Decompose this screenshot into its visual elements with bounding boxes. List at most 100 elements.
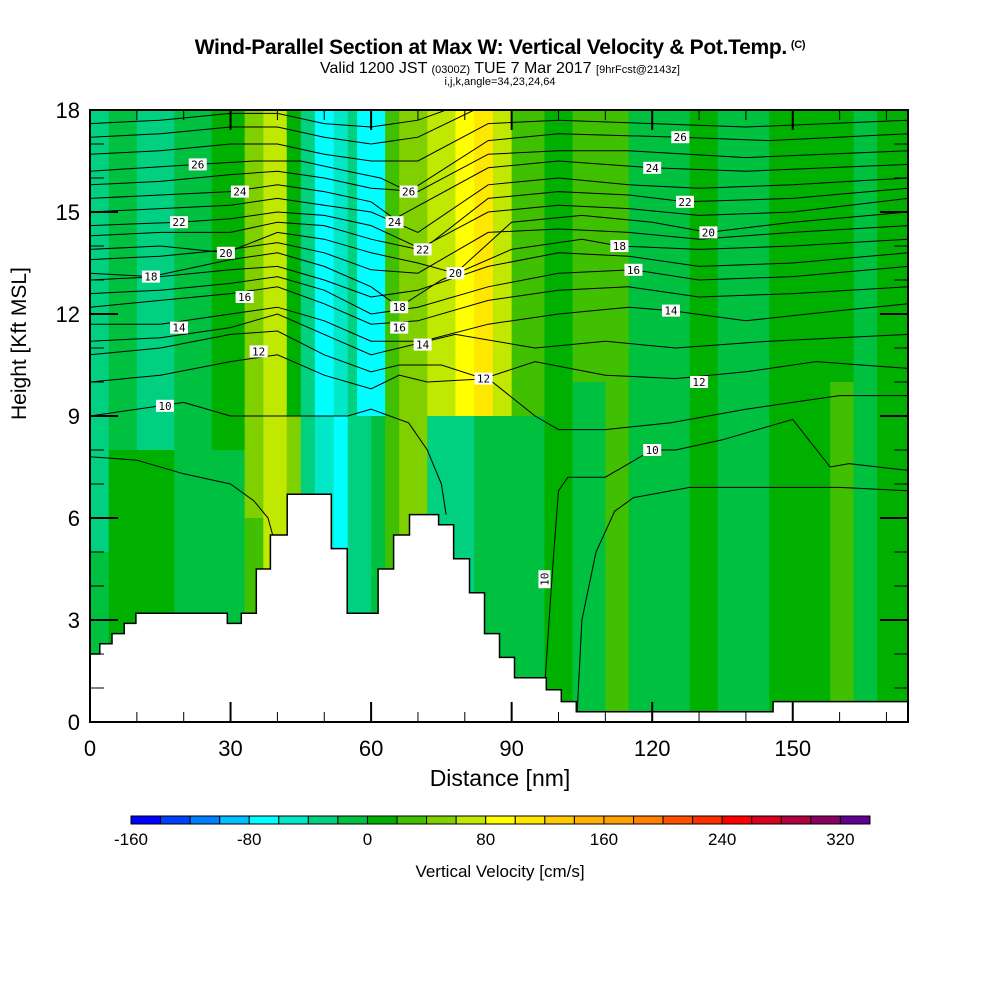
colorbar: -160 -80 0 80 160 240 320 (114, 815, 871, 849)
contour-label-text: 16 (393, 322, 406, 335)
contour-label: 18 (390, 301, 409, 314)
contour-label: 12 (249, 345, 268, 358)
valid-utc: (0300Z) (431, 64, 471, 76)
contour-label: 16 (624, 263, 643, 277)
contour-label: 22 (170, 216, 189, 229)
contour-label-text: 22 (172, 216, 185, 229)
contour-label: 24 (643, 161, 662, 175)
contour-label-text: 26 (191, 158, 204, 171)
contour-label-text: 22 (416, 243, 429, 256)
velocity-cell (455, 110, 475, 416)
velocity-cell (474, 110, 494, 416)
contour-label-text: 24 (233, 186, 247, 199)
colorbar-swatch (307, 815, 339, 825)
contour-label-box (249, 345, 268, 358)
contour-label-box (155, 399, 174, 412)
velocity-cell (90, 110, 110, 552)
colorbar-swatch (396, 815, 428, 825)
y-tick-label: 12 (56, 302, 80, 327)
theta-contour-line (90, 110, 475, 145)
velocity-cell (314, 110, 335, 416)
contour-label-box (216, 246, 235, 259)
contour-label-text: 26 (402, 186, 415, 199)
colorbar-swatch (633, 815, 664, 825)
contour-label-box (661, 304, 680, 317)
theta-contour-line (576, 486, 908, 712)
velocity-cell (830, 110, 855, 382)
theta-contour-line (90, 133, 908, 193)
colorbar-swatch (160, 815, 191, 825)
x-tick-label: 0 (84, 736, 96, 761)
contour-label-box (170, 216, 189, 229)
velocity-cell (511, 416, 546, 722)
contour-label-text: 20 (449, 267, 462, 280)
contour-label-box (643, 161, 662, 174)
velocity-cell (333, 110, 349, 416)
contour-label-box (188, 158, 207, 171)
contour-label-box (538, 570, 551, 589)
contour-label-text: 12 (252, 345, 265, 358)
contour-label: 26 (188, 158, 207, 171)
colorbar-tick-label: 160 (590, 830, 618, 849)
velocity-cell (736, 110, 770, 722)
contour-label-box (474, 372, 493, 385)
theta-contour-line (90, 150, 908, 193)
contour-label-box (675, 195, 694, 208)
velocity-cell (385, 110, 400, 416)
contour-label: 12 (690, 376, 709, 389)
colorbar-swatch (544, 815, 575, 825)
theta-contour-line (90, 303, 908, 342)
contour-label-box (413, 338, 432, 351)
theta-contour-line (90, 313, 908, 356)
contour-label-text: 26 (674, 131, 687, 144)
contour-label: 10 (643, 444, 662, 457)
contour-label: 24 (230, 185, 249, 199)
velocity-cell (511, 110, 546, 416)
contour-label-text: 20 (219, 247, 232, 260)
y-axis-label: Height [Kft MSL] (8, 267, 31, 420)
colorbar-swatch (692, 815, 723, 825)
contour-label: 26 (671, 131, 690, 144)
colorbar-swatch (455, 815, 487, 825)
colorbar-swatch (130, 815, 162, 825)
contour-label-text: 10 (646, 444, 659, 457)
terrain-profile (90, 493, 908, 722)
y-tick-label: 0 (68, 710, 80, 735)
contour-label-box (624, 263, 643, 276)
velocity-cell (853, 110, 878, 722)
contour-label-box (141, 270, 160, 283)
contour-label-box (230, 185, 249, 198)
contour-label-box (413, 243, 432, 256)
axes: 0 30 60 90 120 150 0 3 6 9 12 15 18 (56, 98, 909, 761)
contour-label-text: 12 (692, 376, 705, 389)
colorbar-swatch (514, 815, 546, 825)
colorbar-tick-label: -160 (114, 830, 148, 849)
contour-label-text: 24 (646, 162, 660, 175)
colorbar-swatch (278, 815, 309, 825)
velocity-cell (769, 110, 831, 722)
contour-label: 20 (699, 226, 718, 239)
colorbar-swatch (189, 815, 221, 825)
velocity-cell (605, 110, 630, 722)
colorbar-swatch (248, 815, 280, 825)
colorbar-tick-label: 0 (363, 830, 372, 849)
theta-contour-line (543, 418, 908, 692)
contour-label-box (170, 321, 189, 334)
x-tick-label: 30 (218, 736, 242, 761)
colorbar-label: Vertical Velocity [cm/s] (415, 862, 585, 881)
colorbar-swatch (485, 815, 516, 825)
contour-label: 10 (155, 399, 174, 413)
colorbar-swatch (839, 815, 871, 825)
y-tick-label: 9 (68, 404, 80, 429)
contour-label-box (235, 291, 254, 303)
contour-label: 18 (610, 240, 629, 253)
contour-label: 24 (385, 216, 404, 229)
theta-contour-line (90, 110, 447, 128)
valid-time: Valid 1200 JST (320, 60, 428, 77)
copyright-mark: (C) (790, 39, 806, 51)
velocity-cell (830, 382, 855, 722)
contour-label: 26 (399, 185, 418, 199)
contour-label-text: 18 (144, 271, 157, 284)
contour-label-text: 24 (388, 216, 402, 229)
